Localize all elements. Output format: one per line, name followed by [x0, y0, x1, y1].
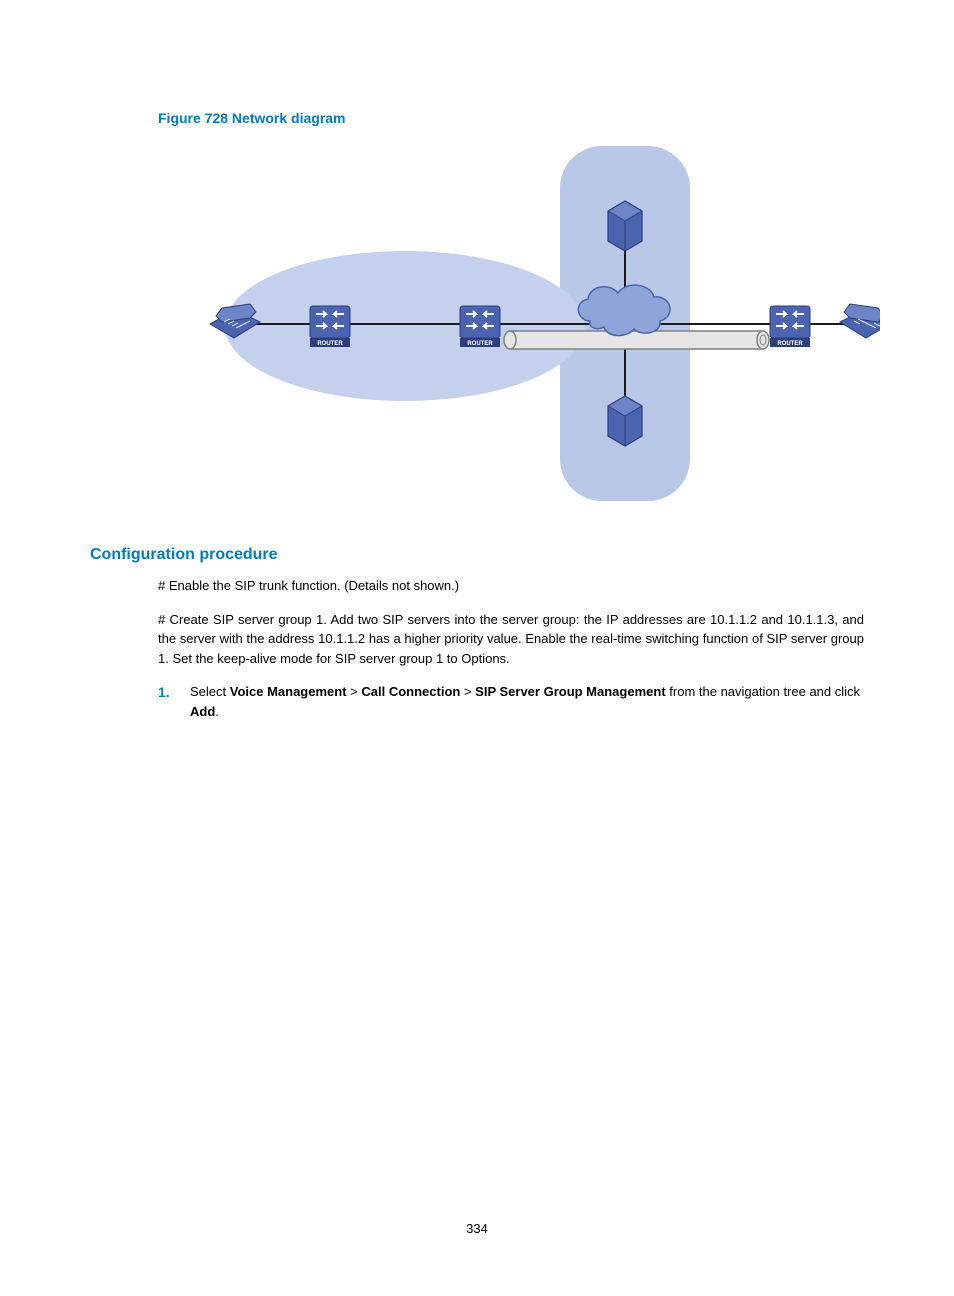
svg-text:ROUTER: ROUTER [777, 341, 803, 347]
step-list: Select Voice Management > Call Connectio… [158, 682, 864, 722]
nav-separator: > [460, 684, 475, 699]
figure-caption: Figure 728 Network diagram [158, 110, 864, 126]
network-diagram: ROUTER ROUTER [160, 136, 880, 521]
server-bottom-icon [608, 396, 642, 446]
router-icon-1: ROUTER [310, 306, 350, 347]
step-text: Select [190, 684, 230, 699]
svg-text:ROUTER: ROUTER [317, 341, 343, 347]
nav-call-connection: Call Connection [361, 684, 460, 699]
section-heading: Configuration procedure [90, 546, 864, 564]
paragraph-2: # Create SIP server group 1. Add two SIP… [158, 610, 864, 669]
page-number: 334 [0, 1221, 954, 1236]
step-text: . [215, 704, 219, 719]
step-1: Select Voice Management > Call Connectio… [158, 682, 864, 722]
nav-sip-server-group: SIP Server Group Management [475, 684, 666, 699]
paragraph-1: # Enable the SIP trunk function. (Detail… [158, 576, 864, 596]
svg-text:ROUTER: ROUTER [467, 341, 493, 347]
phone-right-icon [840, 304, 880, 338]
tunnel-pipe [504, 331, 769, 349]
nav-separator: > [347, 684, 362, 699]
server-top-icon [608, 201, 642, 251]
nav-voice-management: Voice Management [230, 684, 347, 699]
add-label: Add [190, 704, 215, 719]
document-page: Figure 728 Network diagram [0, 0, 954, 1296]
step-text: from the navigation tree and click [666, 684, 860, 699]
router-icon-3: ROUTER [770, 306, 810, 347]
router-icon-2: ROUTER [460, 306, 500, 347]
